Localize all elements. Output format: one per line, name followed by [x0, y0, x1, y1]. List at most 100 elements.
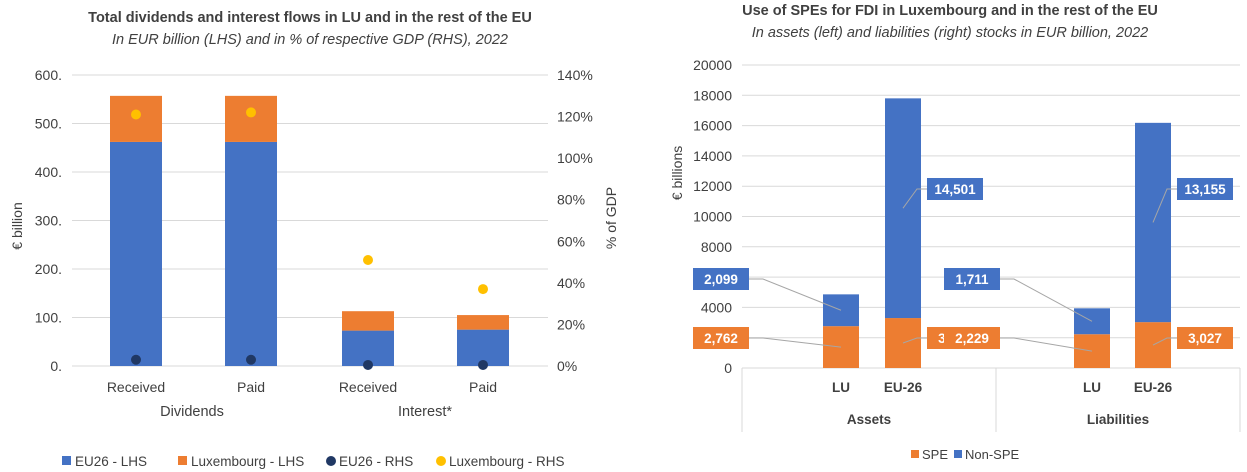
left-y2-tick-label: 0%	[557, 358, 577, 374]
left-bar-luxembourg	[225, 95, 277, 142]
left-y-axis-label: € billion	[9, 202, 25, 249]
left-y2-tick-label: 40%	[557, 275, 585, 291]
callout-box	[944, 327, 1000, 349]
legend-label: Luxembourg - RHS	[449, 454, 565, 469]
right-group-label: Assets	[847, 412, 891, 427]
right-x-tick-label: LU	[1083, 380, 1101, 395]
right-bar-spe	[1135, 322, 1171, 368]
callout-leader-line	[749, 337, 842, 348]
callout-box	[944, 268, 1000, 290]
left-marker-eu26	[478, 359, 488, 370]
callout-leader-line	[1000, 278, 1093, 322]
left-y-tick-label: 500.	[35, 116, 62, 132]
left-bar-eu26	[457, 329, 509, 366]
legend-marker	[436, 456, 446, 466]
left-y2-tick-label: 120%	[557, 109, 593, 125]
left-marker-eu26	[363, 359, 373, 370]
right-chart-title: Use of SPEs for FDI in Luxembourg and in…	[742, 3, 1158, 19]
left-y2-tick-label: 100%	[557, 150, 593, 166]
callout-value: 3,027	[1188, 331, 1222, 346]
callout-box	[1177, 327, 1233, 349]
left-y-tick-label: 100.	[35, 310, 62, 326]
callout-box	[693, 327, 749, 349]
right-bars	[823, 98, 1171, 368]
left-x-tick-label: Paid	[469, 379, 497, 395]
left-y-tick-label: 600.	[35, 67, 62, 83]
left-x-tick-label: Received	[339, 379, 397, 395]
left-y-tick-label: 200.	[35, 261, 62, 277]
left-chart-subtitle: In EUR billion (LHS) and in % of respect…	[112, 32, 508, 48]
left-marker-luxembourg	[363, 254, 373, 265]
right-y-tick-label: 14000	[693, 148, 732, 164]
right-chart-subtitle: In assets (left) and liabilities (right)…	[752, 25, 1149, 41]
left-group-label: Interest*	[398, 404, 452, 420]
callout-leader-line	[749, 278, 842, 311]
left-y-ticks: 0. 100. 200. 300. 400. 500. 600.	[35, 67, 62, 374]
callout-value: 2,099	[704, 272, 738, 287]
left-marker-luxembourg	[478, 284, 488, 295]
left-x-tick-label: Received	[107, 379, 165, 395]
left-marker-eu26	[131, 354, 141, 365]
left-x-tick-label: Paid	[237, 379, 265, 395]
callout-value: 13,155	[1184, 182, 1226, 197]
right-x-tick-label: LU	[832, 380, 850, 395]
legend-swatch	[911, 450, 919, 458]
left-y2-tick-label: 80%	[557, 192, 585, 208]
legend-marker	[326, 456, 336, 466]
left-y2-tick-label: 20%	[557, 316, 585, 332]
left-x-labels: Received Paid Received Paid	[107, 379, 497, 395]
right-x-labels: LU EU-26 LU EU-26	[832, 380, 1173, 395]
right-y-tick-label: 18000	[693, 87, 732, 103]
right-y-tick-label: 8000	[701, 239, 732, 255]
legend-label: EU26 - RHS	[339, 454, 413, 469]
callout-value: 1,711	[955, 272, 989, 287]
left-y2-ticks: 0% 20% 40% 60% 80% 100% 120% 140%	[557, 67, 593, 374]
left-y2-axis-label: % of GDP	[603, 187, 619, 249]
legend-swatch	[62, 456, 71, 465]
right-y-axis-label: € billions	[669, 146, 685, 200]
left-bars	[110, 95, 509, 366]
right-data-labels: 2,7622,0993,29714,5012,2291,7113,02713,1…	[693, 178, 1233, 352]
right-y-tick-label: 10000	[693, 209, 732, 225]
callout-box	[693, 268, 749, 290]
right-group-labels: Assets Liabilities	[847, 412, 1149, 427]
spe-fdi-chart: Use of SPEs for FDI in Luxembourg and in…	[669, 3, 1241, 462]
callout-leader-line	[902, 188, 927, 209]
callout-value: 2,229	[955, 331, 989, 346]
legend-label: SPE	[922, 447, 948, 462]
left-y2-tick-label: 140%	[557, 67, 593, 83]
left-y-tick-label: 400.	[35, 164, 62, 180]
right-legend: SPE Non-SPE	[911, 447, 1020, 462]
left-bar-luxembourg	[457, 315, 509, 330]
callout-leader-line	[1000, 337, 1093, 352]
dividends-interest-chart: Total dividends and interest flows in LU…	[9, 10, 619, 469]
left-bar-eu26	[110, 141, 162, 366]
right-group-label: Liabilities	[1087, 412, 1149, 427]
left-bar-luxembourg	[342, 311, 394, 331]
right-y-tick-label: 4000	[701, 299, 732, 315]
left-marker-eu26	[246, 354, 256, 365]
left-y-tick-label: 300.	[35, 213, 62, 229]
left-group-label: Dividends	[160, 404, 224, 420]
left-legend: EU26 - LHS Luxembourg - LHS EU26 - RHS Luxe…	[62, 454, 565, 469]
left-markers	[131, 107, 488, 370]
legend-swatch	[954, 450, 962, 458]
right-y-tick-label: 16000	[693, 118, 732, 134]
right-y-tick-label: 20000	[693, 57, 732, 73]
legend-label: Non-SPE	[965, 447, 1020, 462]
right-bar-non-spe	[885, 98, 921, 319]
left-marker-luxembourg	[131, 109, 141, 120]
left-bar-eu26	[225, 141, 277, 366]
legend-label: Luxembourg - LHS	[191, 454, 304, 469]
callout-leader-line	[1152, 337, 1177, 346]
callout-value: 14,501	[934, 182, 976, 197]
right-y-tick-label: 0	[724, 360, 732, 376]
callout-box	[1177, 178, 1233, 200]
right-x-tick-label: EU-26	[884, 380, 923, 395]
left-chart-title: Total dividends and interest flows in LU…	[88, 10, 532, 26]
legend-swatch	[178, 456, 187, 465]
callout-leader-line	[902, 337, 927, 344]
left-group-labels: Dividends Interest*	[160, 404, 452, 420]
right-x-tick-label: EU-26	[1134, 380, 1173, 395]
